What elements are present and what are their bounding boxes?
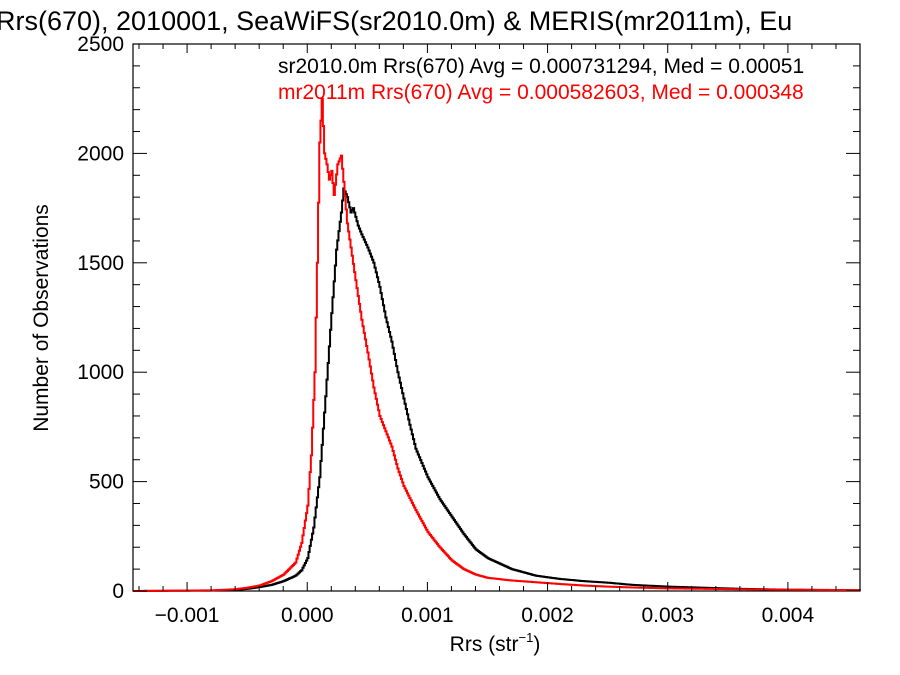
y-tick-label: 2500: [77, 33, 124, 56]
series-layer: [133, 97, 861, 592]
x-axis-label-close: ): [533, 633, 540, 656]
x-tick-label: 0.004: [762, 604, 815, 627]
legend-entry-sr2010: sr2010.0m Rrs(670) Avg = 0.000731294, Me…: [278, 55, 804, 78]
x-axis-label-sup: −1: [519, 630, 534, 645]
y-tick-label: 2000: [77, 142, 124, 165]
x-axis-label-main: Rrs (str: [450, 633, 519, 656]
x-tick-label: 0.002: [521, 604, 574, 627]
chart-title: Rrs(670), 2010001, SeaWiFS(sr2010.0m) & …: [0, 6, 792, 36]
series-line-sr2010.0m: [133, 187, 861, 592]
y-tick-label: 500: [89, 471, 124, 494]
series-line-mr2011m: [133, 97, 860, 592]
x-tick-label: 0.003: [641, 604, 694, 627]
legend-entry-mr2011m: mr2011m Rrs(670) Avg = 0.000582603, Med …: [278, 81, 804, 104]
y-tick-label: 1500: [77, 252, 124, 275]
plot-frame: [132, 43, 861, 592]
y-axis-label: Number of Observations: [30, 204, 53, 432]
x-tick-label: 0.000: [281, 604, 334, 627]
y-tick-label: 0: [112, 580, 124, 603]
x-tick-label: 0.001: [401, 604, 454, 627]
x-tick-label: −0.001: [155, 604, 220, 627]
axis-layer: −0.001 0.000 0.001 0.002 0.003 0.004 0 500 1000 1…: [77, 33, 861, 627]
y-tick-label: 1000: [77, 361, 124, 384]
x-axis-label: Rrs (str−1): [450, 630, 541, 656]
